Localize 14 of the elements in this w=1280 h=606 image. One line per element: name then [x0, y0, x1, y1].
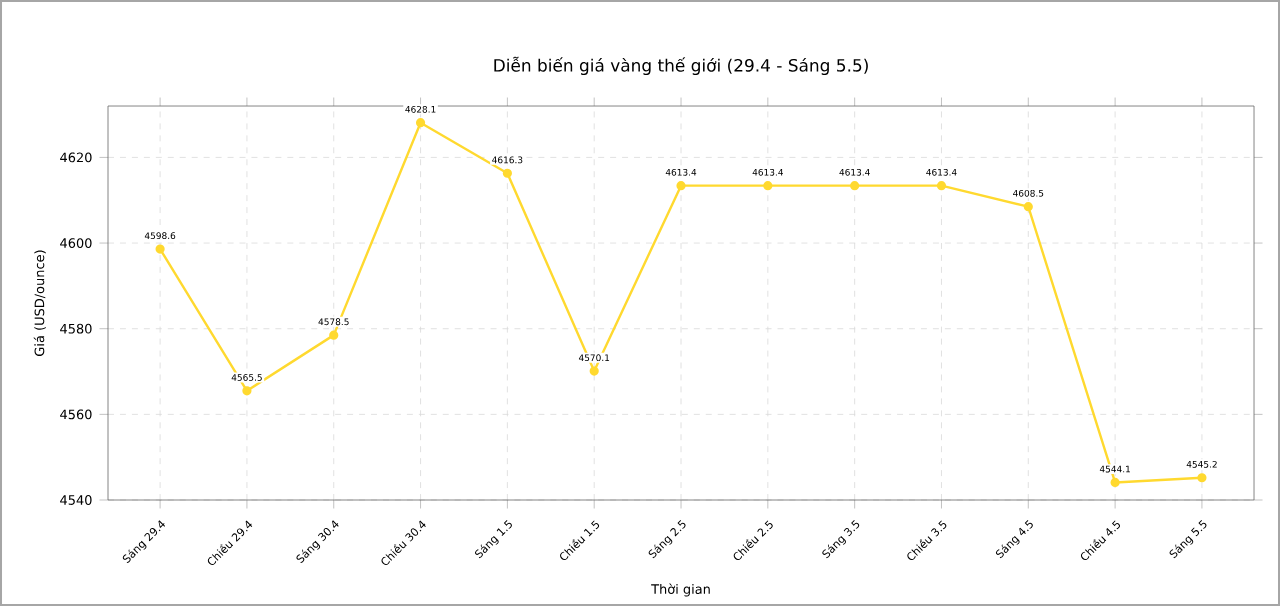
- point: [1197, 473, 1207, 483]
- point: [1023, 202, 1033, 212]
- point: [850, 181, 860, 191]
- point: [242, 386, 252, 396]
- point: [763, 181, 773, 191]
- point: [676, 181, 686, 191]
- point: [1110, 477, 1120, 488]
- point: [415, 118, 426, 128]
- point: [502, 168, 512, 178]
- point: [155, 244, 165, 254]
- point: [329, 330, 339, 340]
- point: [936, 181, 947, 191]
- chart-title: Diễn biến giá vàng thế giới (29.4 - Sáng 5.5): [494, 56, 868, 76]
- point: [589, 366, 599, 376]
